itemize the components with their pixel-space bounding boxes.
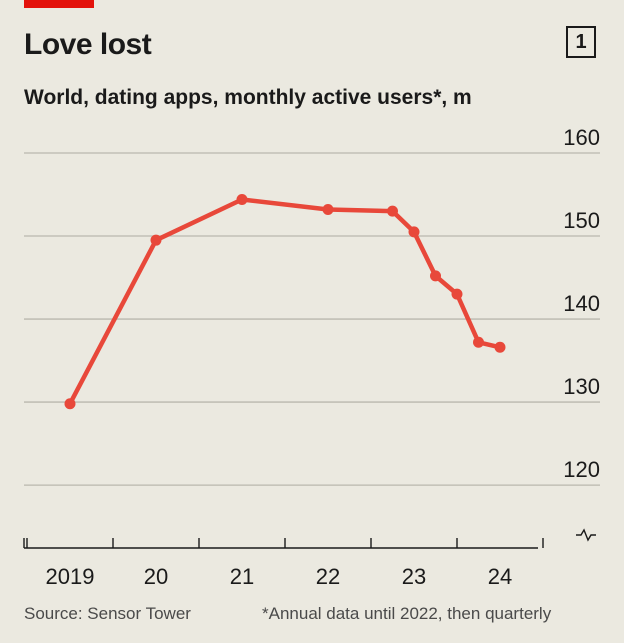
data-point (408, 226, 420, 238)
chart-number-badge: 1 (566, 26, 596, 58)
data-point (387, 205, 398, 217)
x-tick-label: 20 (144, 564, 168, 589)
axis-break-icon (576, 528, 596, 542)
y-tick-label: 120 (563, 457, 600, 482)
x-tick-label: 2019 (46, 564, 95, 589)
chart-subtitle: World, dating apps, monthly active users… (24, 86, 472, 109)
y-tick-label: 160 (563, 125, 600, 150)
data-point (64, 398, 76, 410)
data-point (494, 341, 506, 353)
data-point (150, 234, 162, 246)
y-tick-label: 130 (563, 374, 600, 399)
y-tick-label: 140 (563, 291, 600, 316)
x-tick-label: 22 (316, 564, 340, 589)
data-point (430, 270, 441, 282)
chart-title: Love lost (24, 28, 152, 61)
y-tick-label: 150 (563, 208, 600, 233)
data-point (451, 288, 463, 300)
series-line (67, 197, 503, 406)
source-note: Source: Sensor Tower (24, 604, 191, 623)
accent-tag (24, 0, 94, 8)
x-tick-label: 23 (402, 564, 426, 589)
data-point (322, 203, 334, 215)
footnote: *Annual data until 2022, then quarterly (262, 604, 552, 623)
x-tick-label: 24 (488, 564, 512, 589)
data-point (236, 193, 248, 205)
x-tick-label: 21 (230, 564, 254, 589)
data-point (473, 336, 484, 348)
